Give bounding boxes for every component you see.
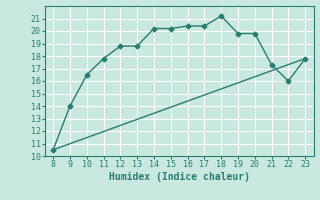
X-axis label: Humidex (Indice chaleur): Humidex (Indice chaleur) <box>109 172 250 182</box>
